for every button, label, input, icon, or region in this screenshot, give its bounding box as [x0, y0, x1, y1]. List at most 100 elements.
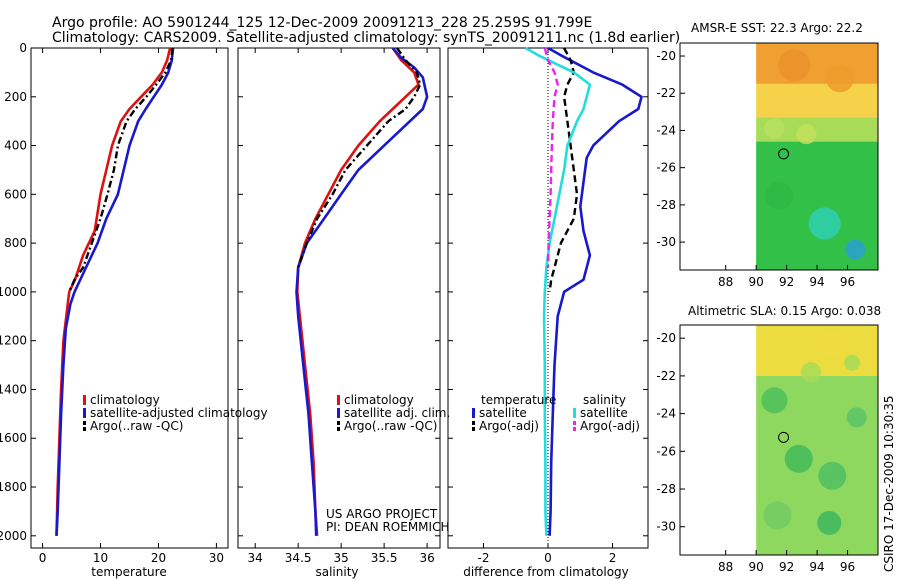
temperature-series-satellite-adjusted-climatology [55, 47, 175, 536]
sla-field-blob [846, 407, 867, 428]
difference-legend-header-temperature: temperature [481, 393, 556, 407]
temperature-legend-argo-marker [83, 427, 86, 431]
salinity-series-argo-raw-qc- [297, 47, 422, 268]
sst-field-blob [778, 49, 811, 82]
sla-ytick-label: -22 [656, 369, 676, 383]
temperature-legend-satellite-marker [83, 408, 86, 418]
sst-xtick-label: 88 [718, 275, 733, 289]
difference-legend-sal-argo-marker [573, 421, 576, 425]
temperature-ytick-label: 1600 [0, 431, 27, 445]
temperature-legend-satellite-label: satellite-adjusted climatology [90, 406, 268, 420]
sla-axes-frame [679, 324, 879, 556]
difference-legend-temp-satellite-marker [472, 408, 475, 418]
sst-ytick-label: -24 [656, 123, 676, 137]
sla-ytick-label: -26 [656, 444, 676, 458]
temperature-ytick-label: 800 [4, 236, 27, 250]
temperature-ytick-label: 1400 [0, 382, 27, 396]
difference-xtick-label: 0 [544, 551, 552, 565]
salinity-legend-climatology-marker [337, 395, 340, 405]
difference-xlabel: difference from climatology [463, 565, 629, 579]
side-timestamp: CSIRO 17-Dec-2009 10:30:35 [882, 395, 896, 572]
sla-field-blob [800, 362, 821, 383]
salinity-xtick-label: 34 [248, 551, 263, 565]
temperature-legend-argo-label: Argo(..raw -QC) [90, 419, 183, 433]
salinity-legend-satellite-label: satellite adj. clim. [344, 406, 450, 420]
temperature-ytick-label: 0 [19, 41, 27, 55]
sst-xtick-label: 92 [779, 275, 794, 289]
sst-band [756, 43, 878, 84]
sst-ytick-label: -26 [656, 161, 676, 175]
difference-series-temperature-argo-adj- [548, 47, 579, 293]
difference-xtick-label: -2 [477, 551, 489, 565]
sla-xtick-label: 96 [840, 560, 855, 574]
sla-ytick-label: -30 [656, 520, 676, 534]
salinity-legend-argo-label: Argo(..raw -QC) [344, 419, 437, 433]
sla-field-blob [817, 510, 842, 535]
sla-field-blob [844, 354, 861, 371]
temperature-xtick-label: 30 [209, 551, 224, 565]
sst-ytick-label: -20 [656, 49, 676, 63]
sla-ytick-label: -24 [656, 407, 676, 421]
sla-field-blob [818, 461, 847, 490]
temperature-axes-frame [30, 47, 229, 549]
difference-legend-temp-satellite-label: satellite [479, 406, 527, 420]
sla-field [756, 325, 878, 555]
sla-xtick-label: 94 [809, 560, 824, 574]
difference-legend-temp-argo-marker [472, 427, 475, 431]
sla-ytick-label: -20 [656, 331, 676, 345]
temperature-legend-climatology-marker [83, 395, 86, 405]
sst-field-blob [845, 239, 866, 260]
sla-field-blob [763, 501, 792, 530]
sla-xtick-label: 90 [749, 560, 764, 574]
salinity-axes-frame [237, 47, 441, 549]
difference-legend-sal-satellite-label: satellite [580, 406, 628, 420]
credit-line-2: PI: DEAN ROEMMICH [326, 520, 449, 534]
salinity-xtick-label: 34.5 [285, 551, 312, 565]
salinity-legend-satellite-marker [337, 408, 340, 418]
sst-xtick-label: 90 [749, 275, 764, 289]
sla-field-blob [784, 444, 813, 473]
salinity-series-satellite-adj-clim- [295, 47, 429, 536]
salinity-xtick-label: 36 [419, 551, 434, 565]
temperature-legend-argo-marker [83, 421, 86, 425]
sst-axes-frame [679, 42, 879, 271]
salinity-xlabel: salinity [315, 565, 358, 579]
temperature-ytick-label: 600 [4, 187, 27, 201]
sla-xtick-label: 88 [718, 560, 733, 574]
sst-field-blob [825, 64, 854, 93]
sst-ytick-label: -30 [656, 235, 676, 249]
temperature-ytick-label: 400 [4, 139, 27, 153]
sla-field-blob [820, 331, 845, 356]
temperature-legend-climatology-label: climatology [90, 393, 160, 407]
difference-series-temperature-satellite [547, 46, 643, 536]
sst-xtick-label: 94 [809, 275, 824, 289]
salinity-xtick-label: 35 [334, 551, 349, 565]
sla-field-blob [761, 387, 788, 414]
sla-ytick-label: -28 [656, 482, 676, 496]
header-line-1: Argo profile: AO 5901244_125 12-Dec-2009… [52, 15, 592, 31]
sst-title: AMSR-E SST: 22.3 Argo: 22.2 [691, 21, 863, 35]
sla-argo-marker [778, 431, 790, 443]
temperature-ytick-label: 2000 [0, 529, 27, 543]
temperature-ytick-label: 1200 [0, 334, 27, 348]
sst-field-blob [765, 181, 793, 210]
salinity-legend-argo-marker [337, 421, 340, 425]
temperature-xlabel: temperature [91, 565, 166, 579]
temperature-xtick-label: 0 [39, 551, 47, 565]
sst-argo-marker [778, 148, 790, 160]
temperature-xtick-label: 10 [93, 551, 108, 565]
difference-legend-sal-satellite-marker [573, 408, 576, 418]
salinity-legend-argo-marker [337, 427, 340, 431]
salinity-xtick-label: 35.5 [371, 551, 398, 565]
sst-field-blob [808, 207, 841, 240]
difference-legend-sal-argo-label: Argo(-adj) [580, 419, 640, 433]
temperature-ytick-label: 1000 [0, 285, 27, 299]
difference-xtick-label: 2 [609, 551, 617, 565]
difference-legend-temp-argo-label: Argo(-adj) [479, 419, 539, 433]
temperature-ytick-label: 200 [4, 90, 27, 104]
sla-title: Altimetric SLA: 0.15 Argo: 0.038 [688, 304, 881, 318]
credit-line-1: US ARGO PROJECT [326, 507, 438, 521]
difference-legend-header-salinity: salinity [583, 393, 626, 407]
sst-field-blob [764, 118, 785, 139]
